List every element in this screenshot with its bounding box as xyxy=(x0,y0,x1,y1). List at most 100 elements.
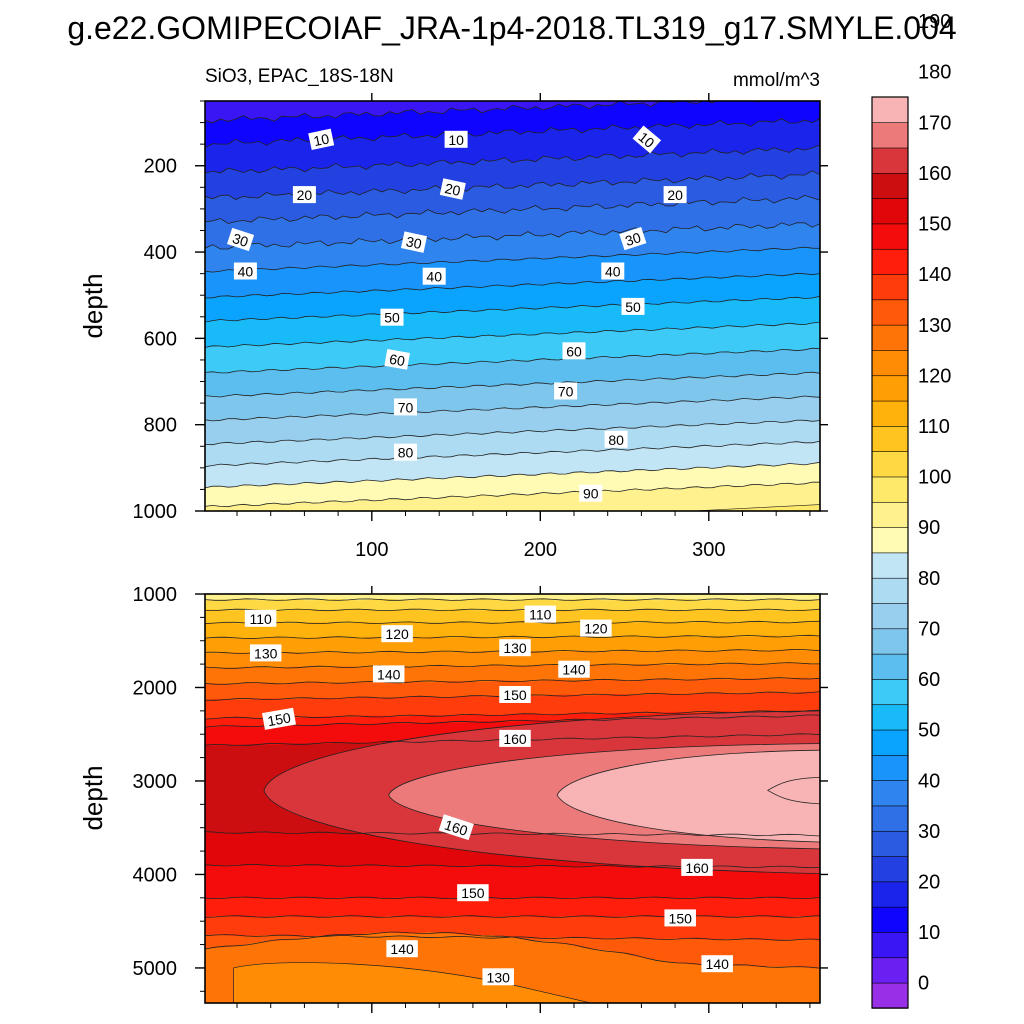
contour-label-text: 70 xyxy=(558,384,574,400)
contour-label: 20 xyxy=(292,186,316,204)
colorbar-swatch xyxy=(871,526,909,554)
contour-label: 120 xyxy=(580,619,612,637)
colorbar-swatch xyxy=(871,501,909,528)
contour-label: 160 xyxy=(499,729,531,747)
contour-label-box xyxy=(701,955,733,973)
colorbar-swatch xyxy=(871,729,909,756)
contour-label-box xyxy=(663,186,687,204)
contour-label: 60 xyxy=(384,349,410,370)
x-tick-label: 100 xyxy=(355,539,388,561)
contour-label: 10 xyxy=(632,125,662,154)
contour-label-text: 60 xyxy=(388,351,406,369)
contour-label: 50 xyxy=(621,297,645,315)
lower-contour-line xyxy=(205,831,820,837)
colorbar-label: 180 xyxy=(918,62,951,84)
lower-contour-line xyxy=(205,662,820,669)
contour-label-text: 10 xyxy=(312,130,331,149)
upper-contour-line xyxy=(205,222,820,250)
contour-label-text: 110 xyxy=(529,607,552,623)
colorbar-swatch xyxy=(871,982,909,1009)
colorbar-swatch xyxy=(871,678,909,706)
colorbar-label: 0 xyxy=(918,973,929,995)
contour-label-box xyxy=(579,484,603,502)
contour-label-box xyxy=(664,909,696,927)
y-tick-label: 1000 xyxy=(133,501,178,523)
contour-label: 40 xyxy=(422,267,446,285)
contour-label-text: 20 xyxy=(667,187,683,203)
contour-label: 50 xyxy=(380,308,404,326)
colorbar-swatch xyxy=(871,552,909,579)
colorbar-swatch xyxy=(871,172,909,199)
lower-contour-line xyxy=(205,915,820,918)
contour-label-text: 120 xyxy=(584,621,608,637)
contour-label-box xyxy=(524,605,557,623)
lower-top-strip xyxy=(205,594,820,600)
y-tick-label: 200 xyxy=(144,156,177,178)
y-tick-label: 2000 xyxy=(133,677,178,699)
contour-label-text: 140 xyxy=(706,956,730,972)
contour-label: 140 xyxy=(701,955,733,973)
contour-label-text: 120 xyxy=(385,626,409,642)
contour-label: 150 xyxy=(262,707,296,730)
contour-label: 150 xyxy=(457,884,489,902)
contour-label-box xyxy=(621,297,645,315)
colorbar-swatch xyxy=(871,248,909,275)
upper-contour-line xyxy=(205,419,820,446)
colorbar-label: 10 xyxy=(918,922,940,944)
contour-label-box xyxy=(226,227,255,252)
y-tick-label: 3000 xyxy=(133,771,178,793)
contour-label: 40 xyxy=(601,262,625,280)
contour-label: 110 xyxy=(524,605,557,623)
colorbar-swatch xyxy=(871,881,909,908)
contour-label: 150 xyxy=(499,686,531,703)
contour-label-text: 130 xyxy=(503,640,527,656)
lower-contour-lines xyxy=(205,598,820,969)
contour-label-text: 160 xyxy=(685,860,709,876)
colorbar-swatch xyxy=(871,602,909,630)
y-tick-label: 400 xyxy=(144,242,177,264)
upper-plot-frame xyxy=(204,100,821,512)
colorbar-label: 130 xyxy=(918,315,951,337)
lower-contour-line xyxy=(205,634,820,639)
contour-label-box xyxy=(580,619,612,637)
contour-label-text: 160 xyxy=(443,816,470,839)
colorbar-label: 60 xyxy=(918,669,940,691)
contour-label: 130 xyxy=(249,644,282,662)
contour-label: 150 xyxy=(664,909,696,927)
colorbar-swatch xyxy=(871,704,909,731)
contour-label-box xyxy=(244,609,277,627)
contour-label-box xyxy=(499,729,531,747)
contour-label-box xyxy=(394,398,417,416)
contour-label-text: 30 xyxy=(405,233,424,252)
contour-label-box xyxy=(384,349,410,370)
colorbar-swatch xyxy=(871,577,909,604)
colorbar-label: 160 xyxy=(918,163,951,185)
lower-plot-frame xyxy=(204,593,821,1004)
y-tick-label: 600 xyxy=(144,328,177,350)
contour-label-text: 130 xyxy=(254,645,278,661)
contour-label: 110 xyxy=(244,609,277,627)
colorbar-label: 40 xyxy=(918,770,940,792)
contour-label: 60 xyxy=(562,342,586,360)
contour-label-text: 140 xyxy=(390,941,414,957)
contour-label: 10 xyxy=(308,128,335,151)
contour-label-text: 130 xyxy=(487,969,511,985)
upper-contour-lines xyxy=(205,101,820,508)
contour-label: 40 xyxy=(233,262,257,280)
y-tick-label: 5000 xyxy=(133,958,178,980)
contour-label-text: 90 xyxy=(583,486,599,502)
contour-label: 120 xyxy=(381,625,413,643)
colorbar-swatch xyxy=(871,855,909,883)
contour-label-text: 80 xyxy=(608,432,624,448)
lower-panel: 110 110 120 120 130 130 140 140 150 150 160 160 160 1… xyxy=(78,584,828,1013)
y-tick-label: 800 xyxy=(144,415,177,437)
upper-contour-line xyxy=(205,246,820,273)
contour-label-box xyxy=(308,128,335,151)
lower-contour-line xyxy=(205,677,820,685)
contour-label-text: 20 xyxy=(443,180,462,199)
contour-label-text: 20 xyxy=(297,187,313,203)
colorbar-label: 190 xyxy=(918,11,951,33)
lower-ylabel: depth xyxy=(78,765,108,830)
x-tick-label: 200 xyxy=(524,539,557,561)
contour-label: 130 xyxy=(499,639,531,657)
